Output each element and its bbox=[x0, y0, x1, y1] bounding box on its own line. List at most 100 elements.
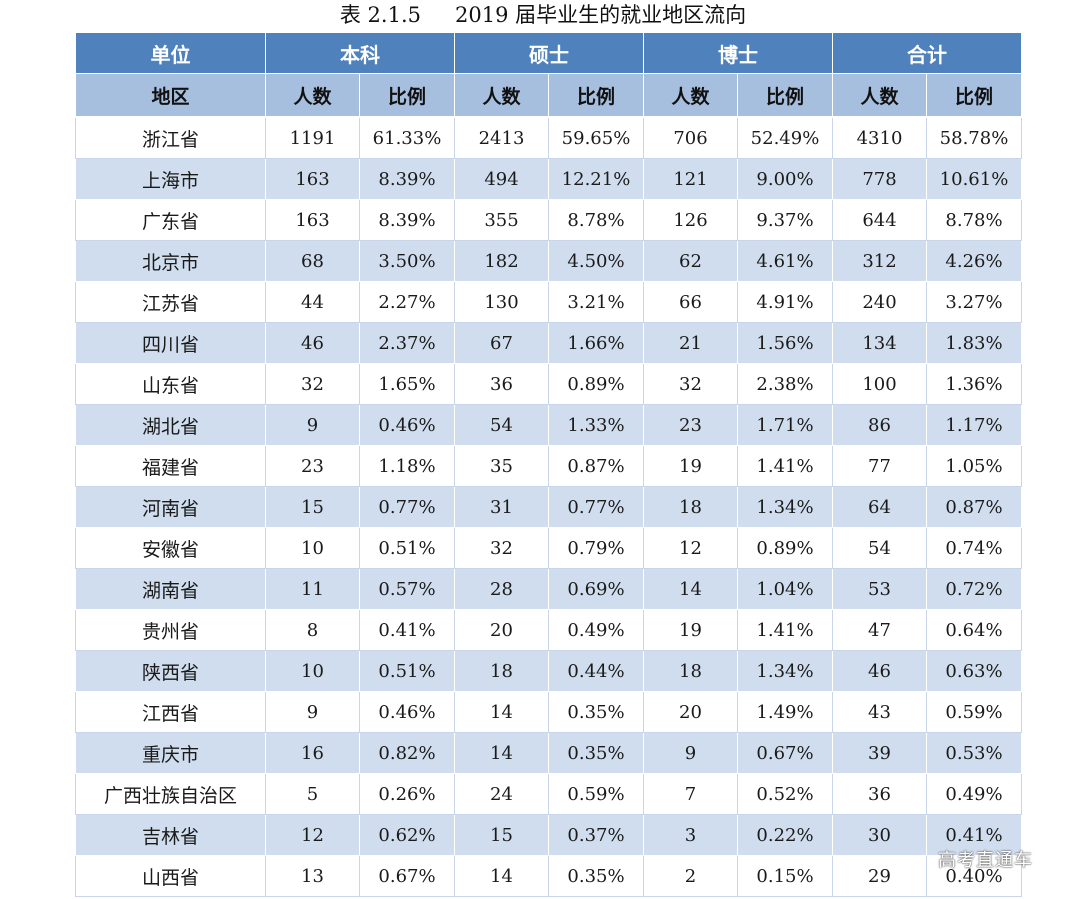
count-cell: 18 bbox=[643, 650, 738, 692]
ratio-cell: 52.49% bbox=[737, 116, 833, 159]
count-cell: 28 bbox=[454, 568, 549, 610]
table-row: 四川省 46 2.37% 67 1.66% 21 1.56% 134 1.83% bbox=[75, 322, 1022, 364]
region-cell: 湖南省 bbox=[75, 568, 266, 610]
watermark-text: 高考直通车 bbox=[938, 850, 1033, 871]
count-cell: 62 bbox=[643, 240, 738, 282]
ratio-cell: 8.78% bbox=[926, 199, 1022, 241]
ratio-header: 比例 bbox=[737, 73, 833, 118]
ratio-cell: 0.64% bbox=[926, 609, 1022, 651]
ratio-cell: 3.21% bbox=[548, 281, 644, 323]
count-cell: 12 bbox=[643, 527, 738, 569]
ratio-cell: 8.39% bbox=[359, 199, 455, 241]
region-cell: 广东省 bbox=[75, 199, 266, 241]
count-cell: 68 bbox=[265, 240, 360, 282]
count-header: 人数 bbox=[643, 73, 738, 118]
count-cell: 10 bbox=[265, 650, 360, 692]
ratio-cell: 61.33% bbox=[359, 116, 455, 159]
count-cell: 54 bbox=[832, 527, 927, 569]
region-cell: 河南省 bbox=[75, 486, 266, 528]
employment-region-table: 单位 本科 硕士 博士 合计 地区 人数 比例 人数 比例 人数 比例 人数 比… bbox=[75, 32, 1022, 897]
ratio-cell: 0.52% bbox=[737, 773, 833, 815]
table-row: 河南省 15 0.77% 31 0.77% 18 1.34% 64 0.87% bbox=[75, 486, 1022, 528]
ratio-cell: 0.15% bbox=[737, 855, 833, 897]
region-cell: 江西省 bbox=[75, 691, 266, 733]
table-row: 山东省 32 1.65% 36 0.89% 32 2.38% 100 1.36% bbox=[75, 363, 1022, 405]
ratio-cell: 0.51% bbox=[359, 650, 455, 692]
count-cell: 15 bbox=[265, 486, 360, 528]
ratio-cell: 1.05% bbox=[926, 445, 1022, 487]
ratio-cell: 1.66% bbox=[548, 322, 644, 364]
region-cell: 上海市 bbox=[75, 158, 266, 200]
unit-header: 单位 bbox=[75, 32, 266, 74]
ratio-cell: 1.41% bbox=[737, 609, 833, 651]
count-cell: 355 bbox=[454, 199, 549, 241]
count-cell: 163 bbox=[265, 199, 360, 241]
group-header-total: 合计 bbox=[832, 32, 1022, 74]
count-cell: 134 bbox=[832, 322, 927, 364]
ratio-cell: 0.89% bbox=[548, 363, 644, 405]
ratio-cell: 4.50% bbox=[548, 240, 644, 282]
table-row: 重庆市 16 0.82% 14 0.35% 9 0.67% 39 0.53% bbox=[75, 732, 1022, 774]
ratio-cell: 0.44% bbox=[548, 650, 644, 692]
ratio-cell: 9.37% bbox=[737, 199, 833, 241]
ratio-cell: 1.34% bbox=[737, 486, 833, 528]
ratio-cell: 0.67% bbox=[359, 855, 455, 897]
ratio-cell: 12.21% bbox=[548, 158, 644, 200]
ratio-cell: 1.71% bbox=[737, 404, 833, 446]
count-cell: 32 bbox=[265, 363, 360, 405]
ratio-cell: 0.46% bbox=[359, 404, 455, 446]
count-cell: 36 bbox=[832, 773, 927, 815]
count-cell: 18 bbox=[643, 486, 738, 528]
ratio-cell: 0.41% bbox=[926, 814, 1022, 856]
ratio-cell: 3.50% bbox=[359, 240, 455, 282]
ratio-header: 比例 bbox=[359, 73, 455, 118]
count-cell: 706 bbox=[643, 116, 738, 159]
ratio-cell: 1.34% bbox=[737, 650, 833, 692]
count-cell: 43 bbox=[832, 691, 927, 733]
count-cell: 18 bbox=[454, 650, 549, 692]
count-cell: 10 bbox=[265, 527, 360, 569]
ratio-cell: 2.38% bbox=[737, 363, 833, 405]
count-cell: 19 bbox=[643, 609, 738, 651]
count-cell: 9 bbox=[265, 691, 360, 733]
ratio-cell: 8.39% bbox=[359, 158, 455, 200]
count-cell: 46 bbox=[265, 322, 360, 364]
table-row: 湖南省 11 0.57% 28 0.69% 14 1.04% 53 0.72% bbox=[75, 568, 1022, 610]
count-cell: 163 bbox=[265, 158, 360, 200]
count-cell: 182 bbox=[454, 240, 549, 282]
ratio-cell: 0.41% bbox=[359, 609, 455, 651]
count-cell: 31 bbox=[454, 486, 549, 528]
ratio-cell: 0.40% bbox=[926, 855, 1022, 897]
ratio-cell: 0.67% bbox=[737, 732, 833, 774]
table-row: 上海市 163 8.39% 494 12.21% 121 9.00% 778 10.61% bbox=[75, 158, 1022, 200]
ratio-cell: 0.59% bbox=[548, 773, 644, 815]
table-caption: 表 2.1.5 2019 届毕业生的就业地区流向 bbox=[0, 0, 1080, 32]
count-cell: 14 bbox=[454, 855, 549, 897]
ratio-cell: 1.83% bbox=[926, 322, 1022, 364]
count-cell: 46 bbox=[832, 650, 927, 692]
count-cell: 19 bbox=[643, 445, 738, 487]
count-cell: 12 bbox=[265, 814, 360, 856]
table-title: 2019 届毕业生的就业地区流向 bbox=[454, 3, 747, 27]
ratio-cell: 58.78% bbox=[926, 116, 1022, 159]
ratio-cell: 0.87% bbox=[548, 445, 644, 487]
table-row: 湖北省 9 0.46% 54 1.33% 23 1.71% 86 1.17% bbox=[75, 404, 1022, 446]
group-header-master: 硕士 bbox=[454, 32, 644, 74]
ratio-cell: 0.69% bbox=[548, 568, 644, 610]
ratio-cell: 4.61% bbox=[737, 240, 833, 282]
region-cell: 陕西省 bbox=[75, 650, 266, 692]
ratio-cell: 0.87% bbox=[926, 486, 1022, 528]
count-cell: 8 bbox=[265, 609, 360, 651]
region-cell: 湖北省 bbox=[75, 404, 266, 446]
count-cell: 9 bbox=[643, 732, 738, 774]
table-row: 广西壮族自治区 5 0.26% 24 0.59% 7 0.52% 36 0.49% bbox=[75, 773, 1022, 815]
count-cell: 778 bbox=[832, 158, 927, 200]
table-body: 浙江省 1191 61.33% 2413 59.65% 706 52.49% 4310 58.7… bbox=[75, 116, 1022, 897]
ratio-cell: 1.17% bbox=[926, 404, 1022, 446]
count-cell: 32 bbox=[454, 527, 549, 569]
ratio-cell: 0.49% bbox=[926, 773, 1022, 815]
ratio-cell: 1.18% bbox=[359, 445, 455, 487]
ratio-cell: 4.26% bbox=[926, 240, 1022, 282]
ratio-cell: 59.65% bbox=[548, 116, 644, 159]
count-cell: 53 bbox=[832, 568, 927, 610]
